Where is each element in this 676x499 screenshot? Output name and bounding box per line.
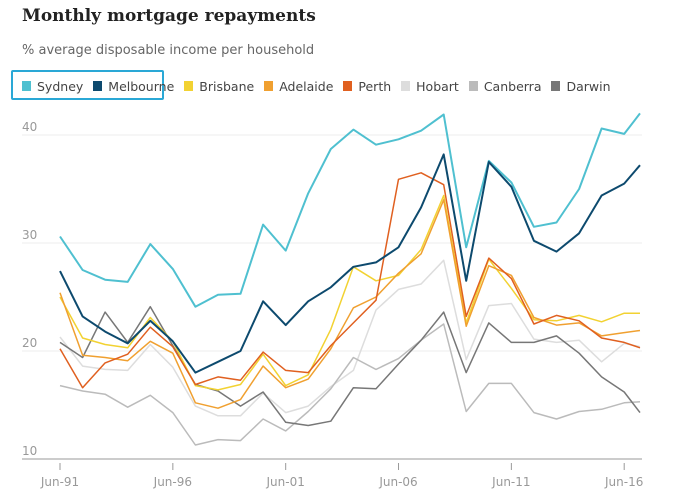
legend-item-hobart: Hobart bbox=[401, 79, 459, 94]
legend-swatch bbox=[184, 81, 194, 91]
series-line-darwin bbox=[59, 305, 641, 427]
x-tick-label: Jun-96 bbox=[153, 475, 192, 489]
y-tick-label: 30 bbox=[22, 228, 37, 242]
legend-swatch bbox=[551, 81, 561, 91]
series-lines bbox=[59, 112, 641, 446]
y-tick-label: 20 bbox=[22, 336, 37, 350]
legend-swatch bbox=[468, 81, 478, 91]
legend-swatch bbox=[93, 81, 103, 91]
legend-label: Canberra bbox=[483, 78, 542, 94]
x-tick-label: Jun-16 bbox=[604, 475, 643, 489]
y-tick-label: 40 bbox=[22, 120, 37, 134]
series-line-adelaide bbox=[59, 199, 641, 409]
series-line-sydney bbox=[59, 112, 641, 308]
legend-item-melbourne: Melbourne bbox=[93, 79, 174, 94]
grid bbox=[22, 134, 642, 460]
x-tick-label: Jun-01 bbox=[266, 475, 305, 489]
y-tick-label: 10 bbox=[22, 444, 37, 458]
legend-swatch bbox=[22, 81, 31, 91]
y-axis: 10 20 30 40 bbox=[22, 120, 37, 458]
legend-item-perth: Perth bbox=[343, 79, 391, 94]
series-line-brisbane bbox=[59, 194, 640, 391]
legend-highlight-box bbox=[11, 70, 164, 100]
legend-item-canberra: Canberra bbox=[468, 78, 542, 94]
legend-label: Darwin bbox=[566, 78, 611, 94]
legend-swatch bbox=[264, 81, 274, 91]
series-line-perth bbox=[59, 172, 641, 389]
legend: Sydney Melbourne Brisbane Adelaide Perth Hoba… bbox=[12, 71, 611, 101]
legend-label: Melbourne bbox=[108, 78, 175, 94]
x-axis: Jun-91 Jun-96 Jun-01 Jun-06 Jun-11 Jun-16 bbox=[40, 463, 643, 489]
series-line-melbourne bbox=[59, 153, 641, 374]
legend-item-sydney: Sydney bbox=[22, 79, 83, 94]
legend-label: Perth bbox=[358, 78, 392, 94]
x-tick-label: Jun-11 bbox=[491, 475, 530, 489]
legend-swatch bbox=[401, 81, 411, 91]
chart-subtitle: % average disposable income per househol… bbox=[22, 43, 315, 58]
legend-swatch bbox=[343, 81, 353, 91]
legend-item-adelaide: Adelaide bbox=[264, 79, 333, 94]
chart-title: Monthly mortgage repayments bbox=[22, 6, 316, 26]
legend-label: Sydney bbox=[37, 78, 84, 94]
legend-item-darwin: Darwin bbox=[551, 78, 611, 94]
legend-item-brisbane: Brisbane bbox=[184, 79, 254, 94]
legend-label: Hobart bbox=[416, 78, 459, 94]
x-tick-label: Jun-06 bbox=[378, 475, 417, 489]
x-tick-label: Jun-91 bbox=[40, 475, 79, 489]
series-line-hobart bbox=[59, 259, 641, 417]
legend-label: Adelaide bbox=[279, 78, 334, 94]
series-line-canberra bbox=[59, 323, 641, 446]
legend-label: Brisbane bbox=[199, 78, 255, 94]
